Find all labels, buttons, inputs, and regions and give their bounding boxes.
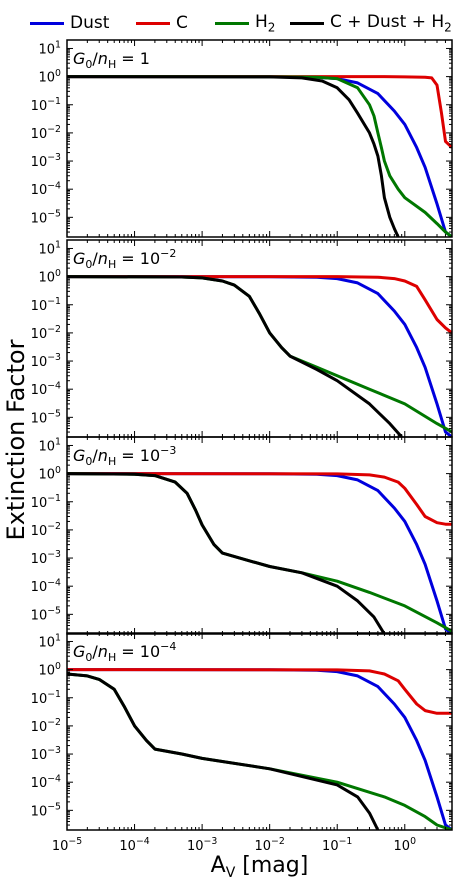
panel-2: 10−5 10−4 10−3 10−2 10−1 100 101 G0/nH = 10−2 <box>31 239 453 438</box>
y-tick-label: 101 <box>39 240 62 258</box>
y-tick-label: 10−3 <box>31 152 61 170</box>
y-tick-label: 10−1 <box>31 96 61 114</box>
y-tick-label: 10−1 <box>31 296 61 314</box>
legend-swatch-c <box>136 21 170 25</box>
panel-frame <box>66 436 453 635</box>
series-line-h2-panel-1 <box>67 75 452 237</box>
y-tick-label: 10−1 <box>31 689 61 707</box>
series-line-h2-panel-3 <box>67 472 452 633</box>
legend-item-h2: H2 <box>215 8 275 38</box>
panel-frame <box>66 239 453 438</box>
panel-title: G0/nH = 10−2 <box>73 247 176 271</box>
x-tick-label: 100 <box>394 836 417 854</box>
legend: Dust C H2 C + Dust + H2 <box>0 8 474 38</box>
y-tick-label: 10−1 <box>31 493 61 511</box>
panel-title: G0/nH = 10−4 <box>73 640 176 664</box>
x-tick-label: 10−5 <box>52 836 82 854</box>
x-tick-label: 10−1 <box>322 836 352 854</box>
panel-1: 10−5 10−4 10−3 10−2 10−1 100 101 G0/nH = 1 <box>31 39 453 238</box>
series-line-dust-panel-4 <box>67 668 452 830</box>
y-tick-label: 10−5 <box>31 408 61 426</box>
series-line-h2-panel-4 <box>67 672 452 830</box>
series-line-c-panel-1 <box>67 75 452 149</box>
y-tick-label: 10−2 <box>31 717 61 735</box>
x-axis-label: AV [mag] <box>211 853 309 880</box>
series-line-c-dust-h2-panel-1 <box>67 75 400 237</box>
panel-3: 10−5 10−4 10−3 10−2 10−1 100 101 G0/nH = 10−3 <box>31 436 453 635</box>
legend-swatch-combined <box>290 21 324 25</box>
y-tick-label: 101 <box>39 633 62 651</box>
series-line-c-dust-h2-panel-3 <box>67 472 386 634</box>
legend-label-h2: H2 <box>255 11 276 35</box>
x-tick-label: 10−4 <box>119 836 149 854</box>
panel-title: G0/nH = 1 <box>73 49 150 71</box>
legend-label-dust: Dust <box>70 13 110 33</box>
y-tick-label: 10−2 <box>31 324 61 342</box>
y-tick-label: 10−4 <box>31 773 61 791</box>
y-tick-label: 10−4 <box>31 180 61 198</box>
series-line-c-dust-h2-panel-2 <box>67 275 403 437</box>
y-tick-label: 100 <box>39 661 62 679</box>
legend-item-c: C <box>136 8 188 38</box>
y-tick-label: 10−2 <box>31 521 61 539</box>
series-line-dust-panel-3 <box>67 472 452 634</box>
legend-item-dust: Dust <box>30 8 109 38</box>
y-tick-label: 100 <box>39 465 62 483</box>
legend-item-combined: C + Dust + H2 <box>290 8 452 38</box>
series-line-c-panel-3 <box>67 472 452 526</box>
legend-label-combined: C + Dust + H2 <box>330 11 452 35</box>
y-tick-label: 101 <box>39 40 62 58</box>
panel-frame <box>66 39 453 238</box>
series-line-c-panel-4 <box>67 668 452 715</box>
y-tick-label: 10−5 <box>31 605 61 623</box>
series-line-dust-panel-2 <box>67 275 452 437</box>
y-tick-label: 10−5 <box>31 208 61 226</box>
x-tick-label: 10−3 <box>187 836 217 854</box>
series-line-c-panel-2 <box>67 275 452 335</box>
y-tick-label: 10−3 <box>31 745 61 763</box>
series-line-dust-panel-1 <box>67 75 452 237</box>
y-tick-label: 10−4 <box>31 577 61 595</box>
panel-4: 10−5 10−4 10−3 10−2 10−1 100 101 G0/nH = 10−4 <box>31 632 453 831</box>
y-tick-label: 100 <box>39 268 62 286</box>
panel-title: G0/nH = 10−3 <box>73 444 176 468</box>
y-axis-label: Extinction Factor <box>2 339 30 540</box>
y-tick-label: 10−4 <box>31 380 61 398</box>
x-tick-label: 10−2 <box>255 836 285 854</box>
y-tick-label: 10−5 <box>31 801 61 819</box>
y-tick-label: 10−3 <box>31 549 61 567</box>
series-line-h2-panel-2 <box>67 275 452 434</box>
y-tick-label: 10−3 <box>31 352 61 370</box>
legend-swatch-h2 <box>215 21 249 25</box>
y-tick-label: 101 <box>39 437 62 455</box>
y-tick-label: 10−2 <box>31 124 61 142</box>
series-line-c-dust-h2-panel-4 <box>67 672 380 830</box>
y-tick-label: 100 <box>39 68 62 86</box>
legend-label-c: C <box>176 13 188 33</box>
legend-swatch-dust <box>30 21 64 25</box>
